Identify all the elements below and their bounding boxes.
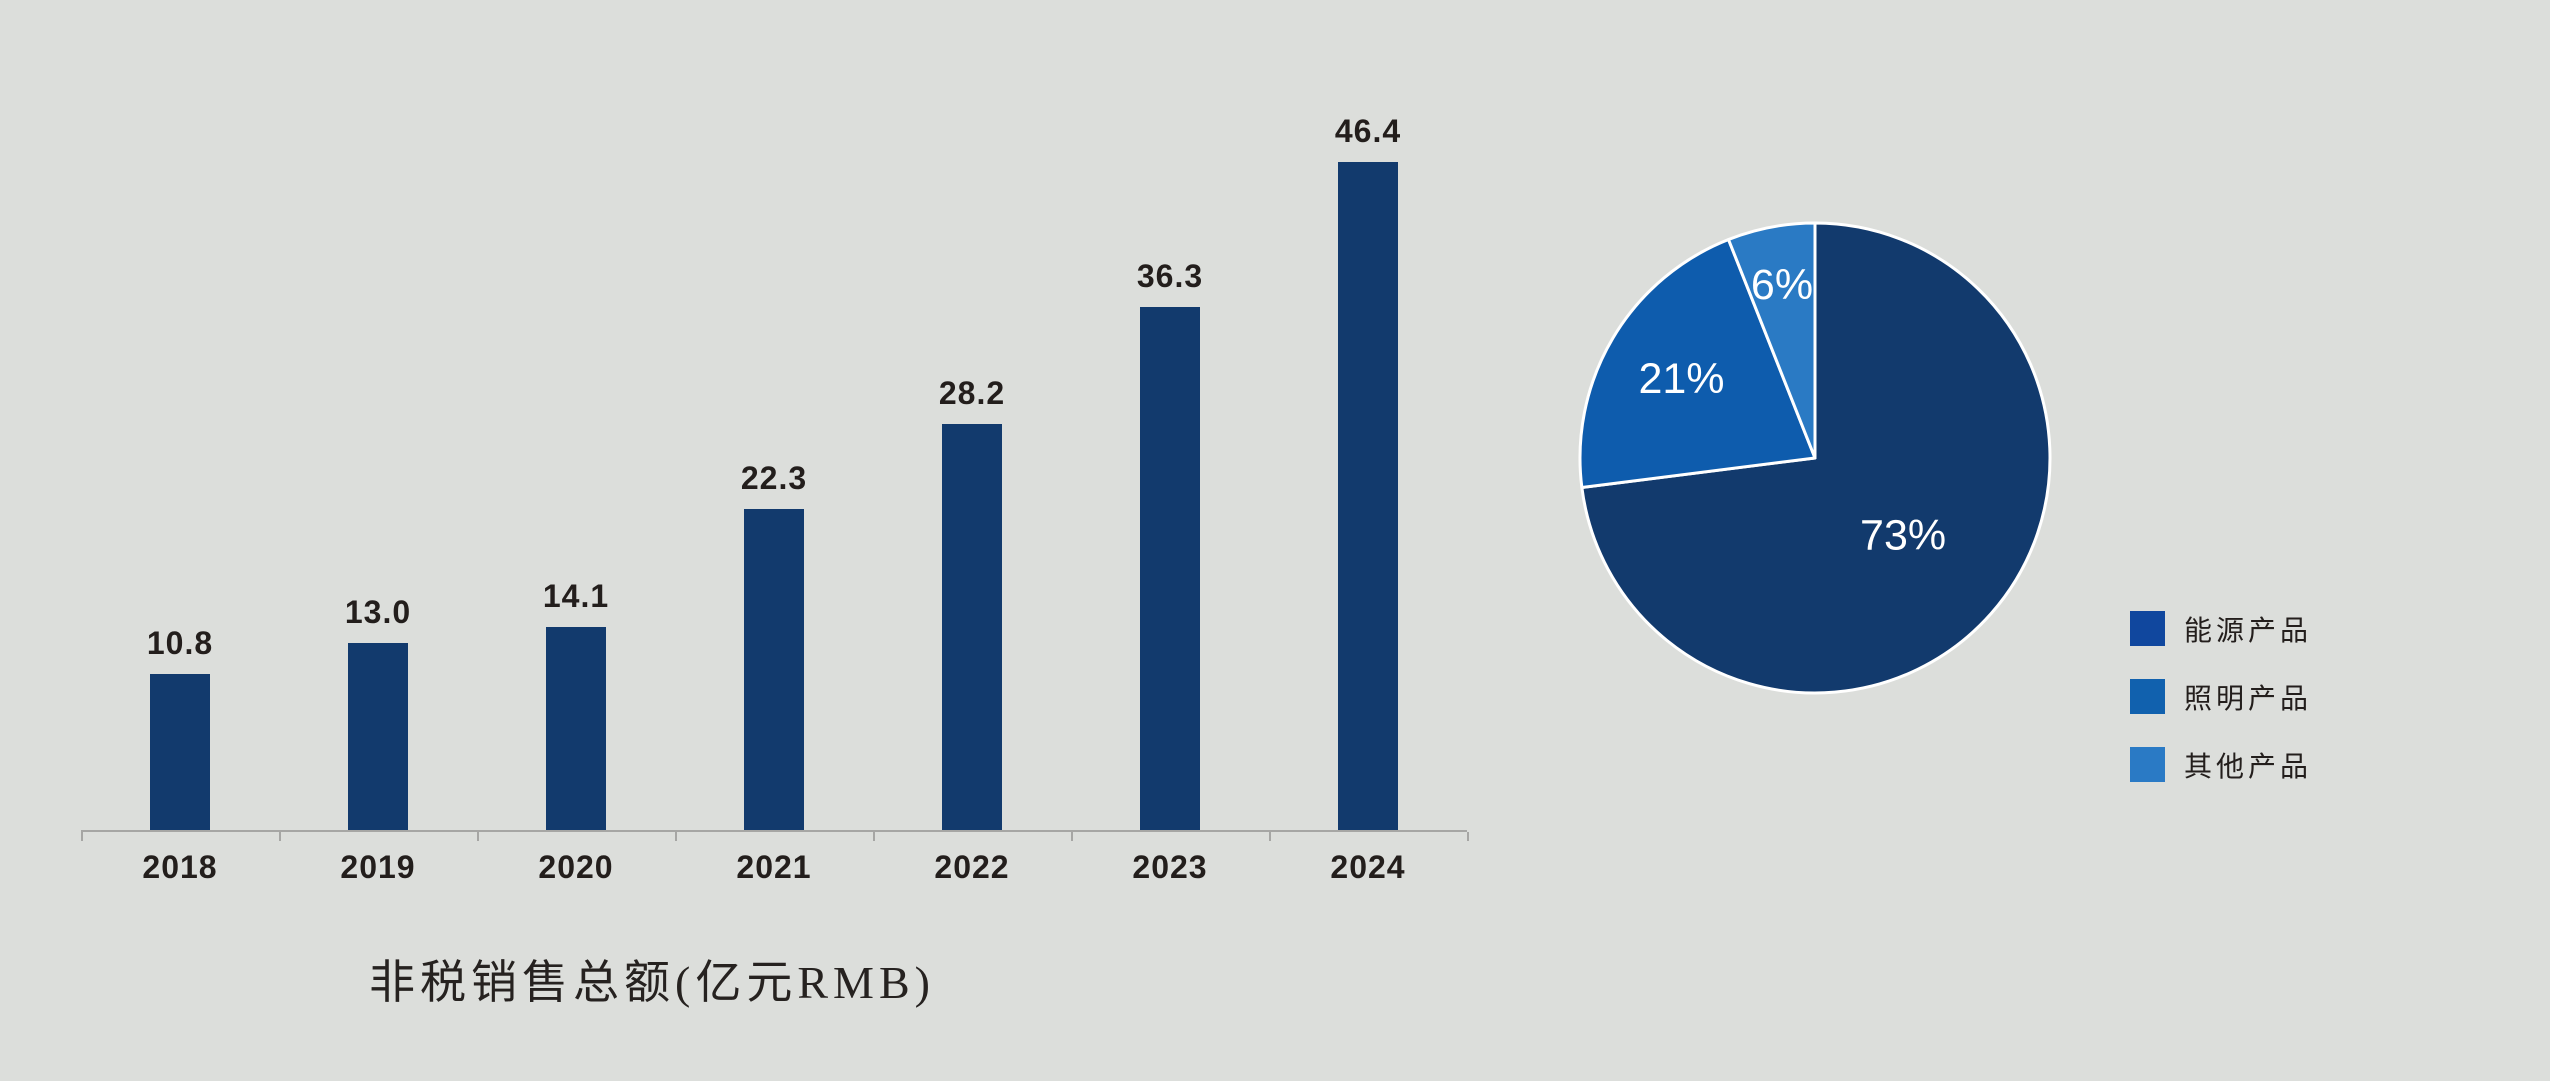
bar-2023	[1140, 307, 1200, 830]
bar-2021	[744, 509, 804, 830]
pie-chart: 73% 21% 6%	[1578, 221, 2052, 695]
x-axis-tick	[279, 832, 281, 841]
bar-value-label-2021: 22.3	[740, 460, 808, 496]
pie-slice-other	[1726, 221, 1817, 460]
pie-data-label-energy: 73%	[1860, 512, 1946, 560]
bar-2019	[348, 643, 408, 830]
pie-data-label-lighting: 21%	[1638, 355, 1724, 403]
x-axis-line	[81, 830, 1467, 832]
x-axis-label-2022: 2022	[934, 849, 1010, 885]
bar-value-label-2018: 10.8	[146, 625, 214, 661]
legend-swatch-lighting	[2130, 679, 2165, 714]
bar-2018	[150, 674, 210, 830]
legend-label-other: 其他产品	[2184, 750, 2313, 782]
legend-swatch-energy	[2130, 611, 2165, 646]
bar-value-label-2019: 13.0	[344, 594, 412, 630]
legend-item-energy: 能源产品	[2130, 611, 2312, 646]
legend-item-lighting: 照明产品	[2130, 679, 2312, 714]
legend-label-energy: 能源产品	[2184, 614, 2313, 646]
bar-value-label-2023: 36.3	[1136, 258, 1204, 294]
x-axis-label-2024: 2024	[1330, 849, 1406, 885]
pie-legend: 能源产品照明产品其他产品	[2130, 611, 2312, 815]
x-axis-tick	[675, 832, 677, 841]
x-axis-tick	[1269, 832, 1271, 841]
x-axis-label-2020: 2020	[538, 849, 614, 885]
legend-item-other: 其他产品	[2130, 747, 2312, 782]
x-axis-tick	[1071, 832, 1073, 841]
legend-swatch-other	[2130, 747, 2165, 782]
legend-label-lighting: 照明产品	[2184, 682, 2313, 714]
bar-2022	[942, 424, 1002, 830]
x-axis-label-2023: 2023	[1132, 849, 1208, 885]
bar-value-label-2022: 28.2	[938, 375, 1006, 411]
bar-value-label-2020: 14.1	[542, 578, 610, 614]
x-axis-label-2019: 2019	[340, 849, 416, 885]
pie-slice-lighting	[1578, 238, 1817, 489]
bar-value-label-2024: 46.4	[1334, 113, 1402, 149]
bar-2024	[1338, 162, 1398, 830]
x-axis-tick	[477, 832, 479, 841]
bar-chart: 10.8 2018 13.0 2019 14.1 2020 22.3 2021 28.2 2022…	[81, 0, 1469, 1081]
bar-chart-title: 非税销售总额(亿元RMB)	[369, 957, 935, 1008]
x-axis-label-2018: 2018	[142, 849, 218, 885]
pie-data-label-other: 6%	[1751, 261, 1813, 309]
x-axis-tick	[1467, 832, 1469, 841]
x-axis-label-2021: 2021	[736, 849, 812, 885]
bar-2020	[546, 627, 606, 830]
x-axis-tick	[873, 832, 875, 841]
x-axis-tick	[81, 832, 83, 841]
